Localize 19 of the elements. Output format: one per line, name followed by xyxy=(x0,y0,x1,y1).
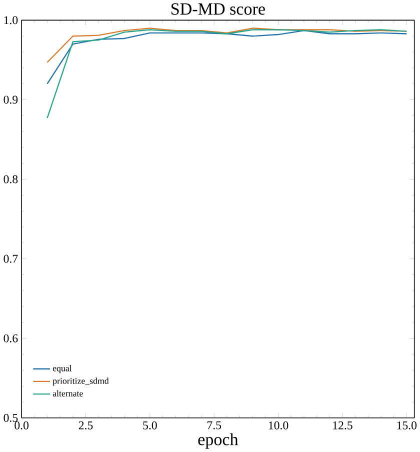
x-tick-label: 15.0 xyxy=(397,421,416,430)
x-tick-label: 2.5 xyxy=(78,421,93,430)
legend-label: equal xyxy=(52,365,72,374)
x-tick-label: 5.0 xyxy=(143,421,157,430)
y-tick-label: 1.0 xyxy=(4,16,18,24)
y-tick-label: 0.6 xyxy=(4,334,18,342)
legend-label: alternate xyxy=(52,390,83,396)
y-tick-label: 0.8 xyxy=(4,175,18,184)
chart-title: SD-MD score xyxy=(171,3,265,15)
y-tick-label: 0.5 xyxy=(4,414,18,422)
x-axis-title: epoch xyxy=(198,433,238,449)
x-tick-label: 7.5 xyxy=(207,421,221,430)
y-tick-label: 0.7 xyxy=(4,254,18,263)
x-tick-label: 12.5 xyxy=(332,421,352,430)
x-tick-label: 10.0 xyxy=(268,421,288,430)
y-tick-label: 0.9 xyxy=(4,96,18,104)
line-series xyxy=(46,29,408,119)
x-tick-label: 0.0 xyxy=(14,421,28,430)
legend-label: prioritize_sdmd xyxy=(52,378,109,386)
